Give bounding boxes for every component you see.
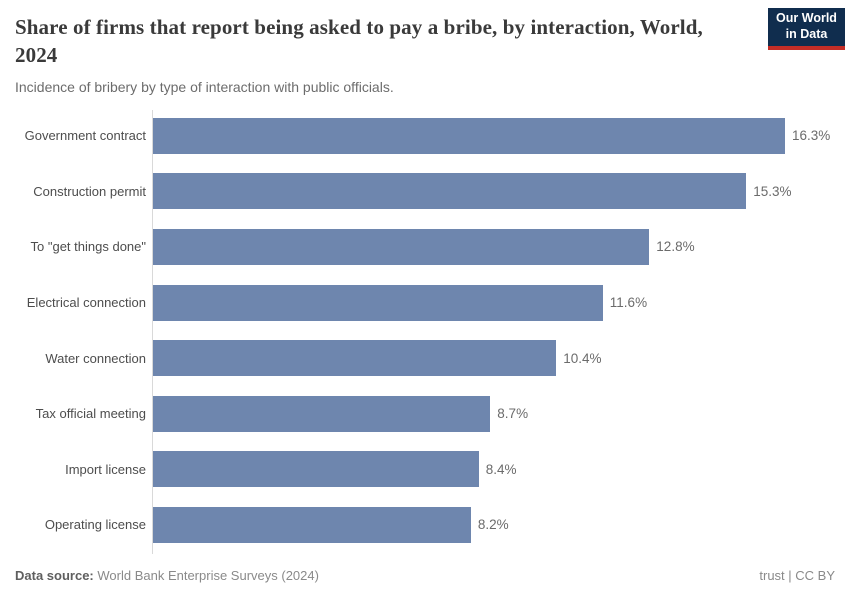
owid-logo-line1: Our World (776, 11, 837, 26)
category-label: Electrical connection (26, 295, 146, 311)
value-label: 12.8% (656, 239, 695, 255)
value-label: 8.7% (497, 406, 529, 422)
page-title: Share of firms that report being asked t… (15, 15, 703, 67)
bar-row: Operating license 8.2% (0, 497, 850, 553)
value-label: 11.6% (609, 295, 648, 311)
bar[interactable] (153, 284, 603, 321)
chart-footer: Data source: World Bank Enterprise Surve… (15, 568, 835, 583)
y-axis-line (152, 110, 153, 554)
bar-row: Government contract 16.3% (0, 108, 850, 164)
bar-track: 15.3% (153, 173, 850, 210)
bar-row: Electrical connection 11.6% (0, 275, 850, 331)
category-label: To "get things done" (30, 239, 146, 255)
bar-row: To "get things done" 12.8% (0, 219, 850, 275)
category-label: Government contract (24, 128, 146, 144)
license-link[interactable]: trust | CC BY (759, 568, 835, 583)
bar[interactable] (153, 340, 557, 377)
bar-track: 12.8% (153, 228, 850, 265)
bar[interactable] (153, 173, 747, 210)
bar-track: 8.4% (153, 451, 850, 488)
bar[interactable] (153, 117, 785, 154)
bar-track: 11.6% (153, 284, 850, 321)
chart-subtitle: Incidence of bribery by type of interact… (15, 78, 394, 95)
category-label: Tax official meeting (35, 406, 146, 422)
value-label: 15.3% (753, 183, 792, 199)
bar-track: 10.4% (153, 340, 850, 377)
data-source-value: World Bank Enterprise Surveys (2024) (97, 568, 319, 583)
owid-logo[interactable]: Our World in Data (768, 8, 845, 50)
chart-header: Share of firms that report being asked t… (15, 14, 835, 95)
category-label: Operating license (44, 517, 146, 533)
data-source: Data source: World Bank Enterprise Surve… (15, 568, 319, 583)
value-label: 8.2% (477, 517, 509, 533)
bar-row: Water connection 10.4% (0, 330, 850, 386)
bar[interactable] (153, 506, 471, 543)
bar-track: 16.3% (153, 117, 850, 154)
bar-row: Import license 8.4% (0, 442, 850, 498)
bar-track: 8.7% (153, 395, 850, 432)
bar-track: 8.2% (153, 506, 850, 543)
value-label: 16.3% (792, 128, 831, 144)
category-label: Construction permit (33, 183, 146, 199)
data-source-label: Data source: (15, 568, 94, 583)
owid-logo-line2: in Data (785, 27, 828, 41)
bar[interactable] (153, 228, 650, 265)
value-label: 8.4% (485, 461, 517, 477)
category-label: Import license (65, 461, 146, 477)
bar-rows: Government contract 16.3% Construction per… (0, 108, 850, 553)
bar-row: Construction permit 15.3% (0, 164, 850, 220)
bar-chart: Government contract 16.3% Construction per… (0, 108, 850, 554)
category-label: Water connection (45, 350, 146, 366)
bar[interactable] (153, 395, 491, 432)
bar-row: Tax official meeting 8.7% (0, 386, 850, 442)
bar[interactable] (153, 451, 479, 488)
value-label: 10.4% (563, 350, 602, 366)
